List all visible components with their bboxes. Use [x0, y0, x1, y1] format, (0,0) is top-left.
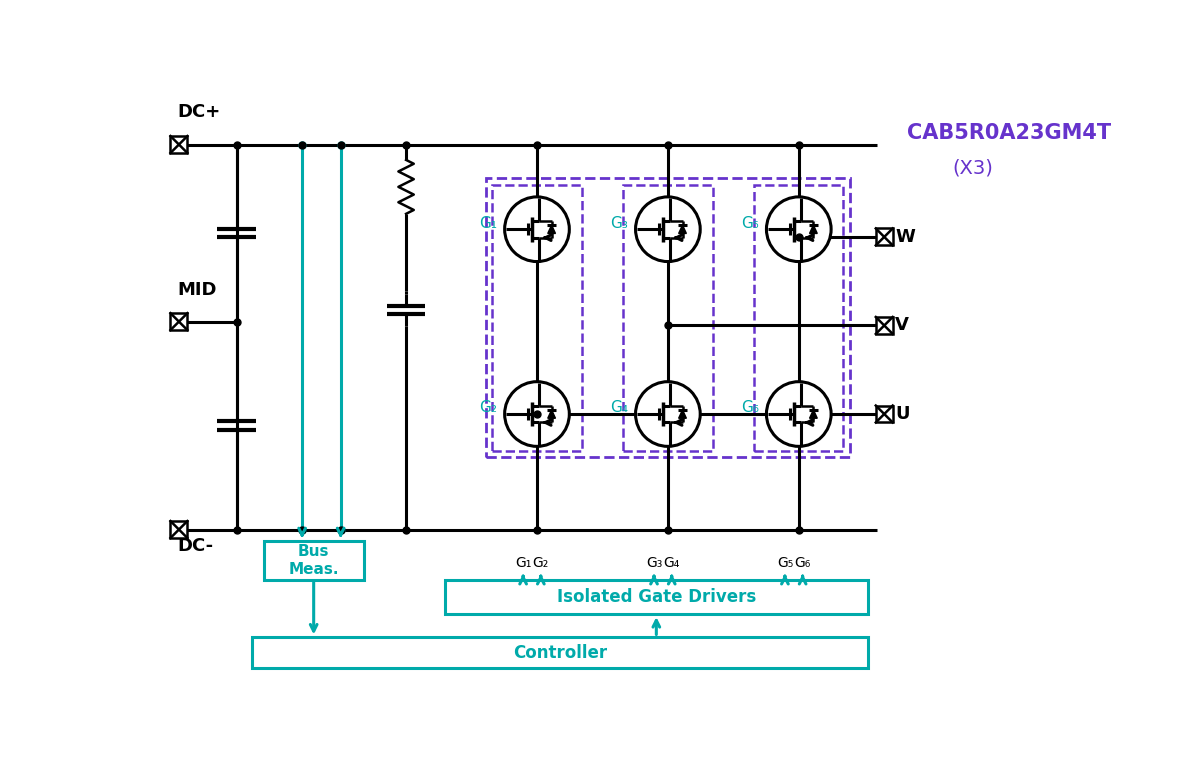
Bar — [252, 637, 868, 668]
Text: V: V — [895, 316, 909, 335]
Polygon shape — [678, 410, 687, 419]
Bar — [170, 136, 187, 153]
Circle shape — [504, 197, 570, 262]
Text: G₂: G₂ — [533, 556, 550, 571]
Text: G₃: G₃ — [610, 216, 628, 230]
Bar — [623, 184, 713, 451]
Bar — [755, 184, 844, 451]
Text: Controller: Controller — [513, 644, 607, 662]
Text: G₁: G₁ — [479, 216, 497, 230]
Bar — [263, 541, 364, 580]
Text: DC-: DC- — [178, 538, 213, 555]
Text: G₁: G₁ — [515, 556, 532, 571]
Text: MID: MID — [178, 280, 217, 299]
Text: W: W — [895, 228, 915, 246]
Bar — [876, 228, 893, 246]
Bar — [170, 313, 187, 330]
Text: G₄: G₄ — [610, 400, 628, 415]
Text: U: U — [895, 405, 909, 423]
Text: (X3): (X3) — [952, 158, 994, 177]
Polygon shape — [548, 225, 555, 233]
Bar — [492, 184, 582, 451]
Text: G₆: G₆ — [741, 400, 759, 415]
Circle shape — [504, 382, 570, 446]
Text: G₆: G₆ — [795, 556, 811, 571]
Polygon shape — [678, 225, 687, 233]
Text: G₄: G₄ — [664, 556, 679, 571]
Bar — [486, 178, 850, 457]
Text: Bus
Meas.: Bus Meas. — [288, 544, 339, 577]
Circle shape — [635, 197, 700, 262]
Polygon shape — [809, 410, 818, 419]
Text: Isolated Gate Drivers: Isolated Gate Drivers — [557, 588, 756, 606]
Text: G₂: G₂ — [479, 400, 497, 415]
Circle shape — [766, 197, 831, 262]
Circle shape — [766, 382, 831, 446]
Text: G₅: G₅ — [777, 556, 793, 571]
Bar — [876, 406, 893, 422]
Bar — [170, 521, 187, 538]
Polygon shape — [548, 410, 555, 419]
Text: DC+: DC+ — [178, 104, 221, 121]
Bar — [445, 580, 868, 614]
Text: G₅: G₅ — [741, 216, 759, 230]
Bar — [876, 317, 893, 334]
Text: G₃: G₃ — [646, 556, 663, 571]
Polygon shape — [809, 225, 818, 233]
Text: CAB5R0A23GM4T: CAB5R0A23GM4T — [907, 123, 1111, 143]
Circle shape — [635, 382, 700, 446]
